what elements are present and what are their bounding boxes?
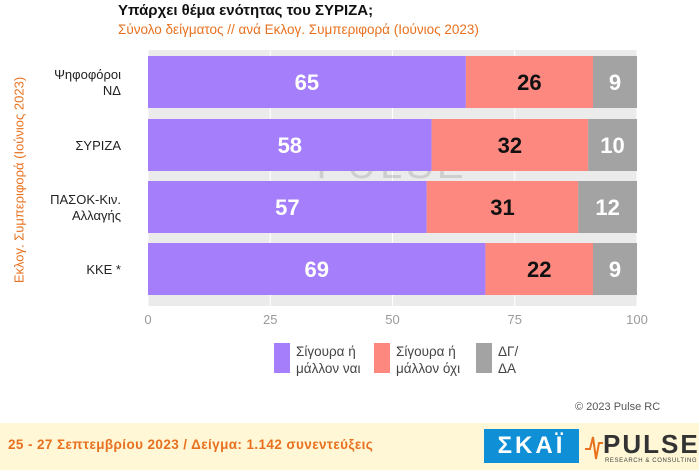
data-label: 9	[609, 257, 621, 282]
bar-segment	[588, 119, 637, 171]
bar-segment	[148, 119, 432, 171]
legend-label-dk: ΔΓ/ ΔΑ	[498, 344, 519, 376]
bar-segment	[148, 56, 466, 108]
pulse-logo-tagline: RESEARCH & CONSULTING	[605, 458, 698, 464]
data-label: 32	[498, 133, 522, 158]
pulse-logo-word: PULSE	[603, 429, 699, 459]
legend-swatch-yes	[274, 343, 290, 373]
data-label: 31	[490, 195, 514, 220]
category-label: Αλλαγής	[72, 208, 121, 223]
copyright-text: © 2023 Pulse RC	[575, 401, 661, 413]
legend-swatch-no	[374, 343, 390, 373]
bar-segment	[148, 181, 427, 233]
stacked-bar-chart: 0255075100PULSERESEARCH & CONSULTING6526…	[50, 50, 648, 327]
x-tick-label: 75	[508, 312, 522, 327]
category-label: Ψηφοφόροι	[54, 67, 121, 82]
category-label: ΠΑΣΟΚ-Κιν.	[50, 192, 121, 207]
chart-subtitle: Σύνολο δείγματος // ανά Εκλογ. Συμπεριφο…	[118, 22, 479, 37]
bar-segment	[431, 119, 589, 171]
pulse-wave-icon	[585, 436, 603, 460]
data-label: 26	[517, 70, 541, 95]
x-tick-label: 100	[626, 312, 648, 327]
data-label: 69	[304, 257, 328, 282]
x-tick-label: 50	[385, 312, 399, 327]
legend-item-no: Σίγουρα ή μάλλον όχι	[374, 343, 474, 377]
category-label: ΣΥΡΙΖΑ	[75, 138, 121, 153]
bar-segment	[426, 181, 579, 233]
bar-segment	[578, 181, 637, 233]
fieldwork-info: 25 - 27 Σεπτεμβρίου 2023 / Δείγμα: 1.142…	[8, 437, 374, 452]
bar-segment	[592, 243, 637, 295]
data-label: 57	[275, 195, 299, 220]
legend-label-no: Σίγουρα ή μάλλον όχι	[396, 344, 461, 376]
data-label: 10	[600, 133, 624, 158]
footer-bar: 25 - 27 Σεπτεμβρίου 2023 / Δείγμα: 1.142…	[0, 423, 699, 470]
category-label: ΝΔ	[103, 83, 121, 98]
data-label: 58	[278, 133, 302, 158]
legend-item-dk: ΔΓ/ ΔΑ	[476, 343, 576, 377]
legend-item-yes: Σίγουρα ή μάλλον ναι	[274, 343, 374, 377]
bar-segment	[592, 56, 637, 108]
bar-segment	[485, 243, 593, 295]
category-label: ΚΚΕ *	[86, 262, 121, 277]
bar-segment	[465, 56, 593, 108]
x-tick-label: 25	[263, 312, 277, 327]
pulse-logo: PULSE RESEARCH & CONSULTING	[585, 427, 699, 467]
bar-segment	[148, 243, 486, 295]
data-label: 22	[527, 257, 551, 282]
skai-logo: ΣΚΑΪ	[484, 429, 579, 463]
data-label: 65	[295, 70, 319, 95]
legend-swatch-dk	[476, 343, 492, 373]
x-tick-label: 0	[144, 312, 151, 327]
legend-label-yes: Σίγουρα ή μάλλον ναι	[296, 344, 361, 376]
chart-title: Υπάρχει θέμα ενότητας του ΣΥΡΙΖΑ;	[118, 2, 374, 19]
data-label: 9	[609, 70, 621, 95]
data-label: 12	[595, 195, 619, 220]
